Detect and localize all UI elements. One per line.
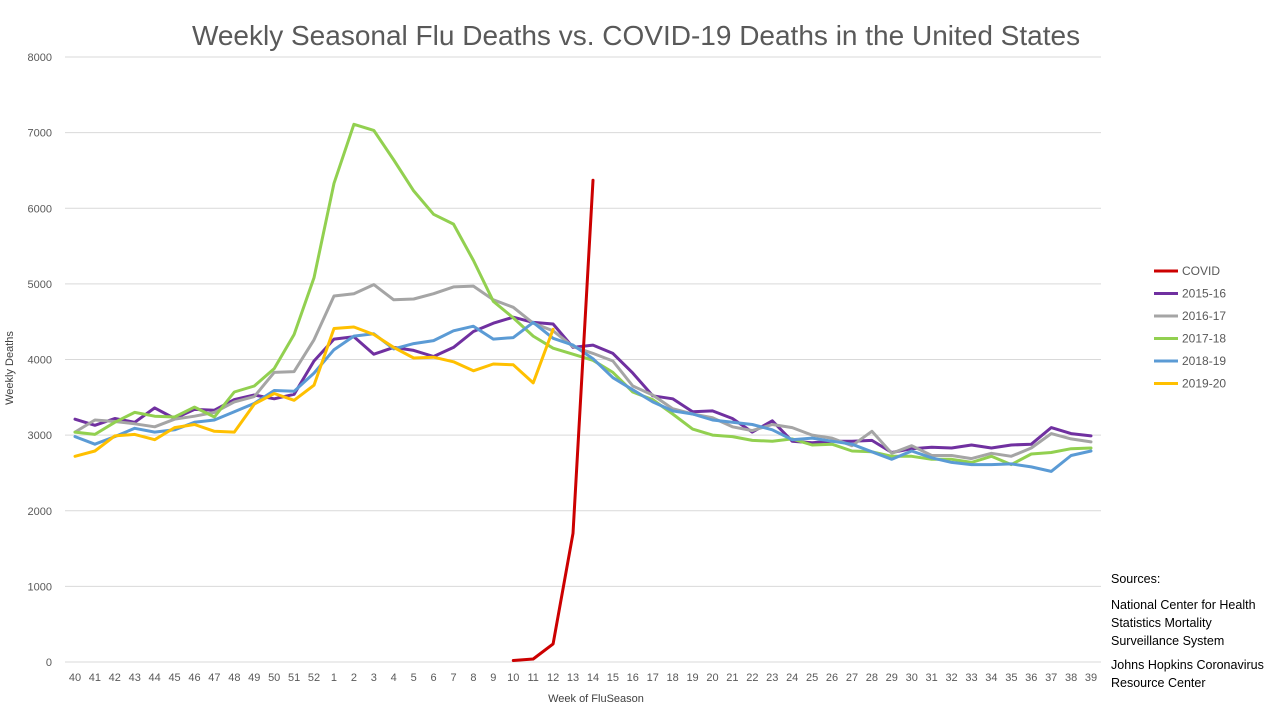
- x-tick-label: 14: [587, 672, 599, 684]
- x-tick-label: 38: [1065, 672, 1077, 684]
- x-tick-label: 19: [686, 672, 698, 684]
- legend-label: 2019-20: [1182, 377, 1226, 391]
- x-tick-label: 26: [826, 672, 838, 684]
- sources-heading: Sources:: [1111, 572, 1161, 586]
- series-lines: [73, 122, 1093, 662]
- x-tick-label: 44: [149, 672, 161, 684]
- x-tick-label: 24: [786, 672, 798, 684]
- x-tick-label: 18: [667, 672, 679, 684]
- y-tick-label: 2000: [28, 506, 52, 518]
- x-tick-label: 46: [188, 672, 200, 684]
- x-tick-label: 33: [965, 672, 977, 684]
- x-tick-label: 1: [331, 672, 337, 684]
- y-tick-label: 5000: [28, 279, 52, 291]
- x-tick-label: 3: [371, 672, 377, 684]
- x-tick-label: 2: [351, 672, 357, 684]
- y-tick-label: 3000: [28, 430, 52, 442]
- x-tick-label: 45: [168, 672, 180, 684]
- x-tick-label: 12: [547, 672, 559, 684]
- x-tick-label: 11: [527, 672, 538, 684]
- x-tick-label: 36: [1025, 672, 1037, 684]
- x-tick-label: 37: [1045, 672, 1057, 684]
- x-tick-label: 51: [288, 672, 300, 684]
- x-tick-label: 17: [647, 672, 659, 684]
- x-tick-label: 30: [906, 672, 918, 684]
- y-tick-label: 0: [46, 657, 52, 669]
- legend-label: 2015-16: [1182, 287, 1226, 301]
- sources-note: Sources: National Center for Health Stat…: [1111, 570, 1279, 698]
- y-tick-label: 4000: [28, 355, 52, 367]
- x-tick-label: 43: [129, 672, 141, 684]
- source-item-nchs: National Center for Health Statistics Mo…: [1111, 598, 1256, 648]
- legend-label: 2017-18: [1182, 332, 1226, 346]
- y-tick-label: 7000: [28, 128, 52, 140]
- x-tick-label: 4: [391, 672, 397, 684]
- legend-label: 2018-19: [1182, 354, 1226, 368]
- chart-title: Weekly Seasonal Flu Deaths vs. COVID-19 …: [192, 20, 1080, 51]
- x-tick-label: 5: [411, 672, 417, 684]
- x-tick-label: 9: [490, 672, 496, 684]
- x-tick-label: 34: [985, 672, 997, 684]
- x-tick-label: 20: [706, 672, 718, 684]
- x-tick-label: 16: [627, 672, 639, 684]
- x-tick-label: 15: [607, 672, 619, 684]
- x-tick-label: 49: [248, 672, 260, 684]
- x-tick-label: 31: [926, 672, 938, 684]
- legend-label: 2016-17: [1182, 309, 1226, 323]
- x-tick-label: 8: [470, 672, 476, 684]
- x-tick-label: 39: [1085, 672, 1097, 684]
- x-tick-label: 41: [89, 672, 101, 684]
- x-tick-label: 32: [945, 672, 957, 684]
- x-tick-label: 23: [766, 672, 778, 684]
- x-tick-label: 42: [109, 672, 121, 684]
- x-tick-label: 40: [69, 672, 81, 684]
- legend: COVID 2015-16 2016-17 2017-18 2018-19 2019-20: [1154, 264, 1226, 391]
- x-tick-label: 35: [1005, 672, 1017, 684]
- y-tick-label: 1000: [28, 581, 52, 593]
- x-tick-label: 48: [228, 672, 240, 684]
- y-axis-label: Weekly Deaths: [4, 331, 16, 405]
- legend-label: COVID: [1182, 264, 1220, 278]
- y-tick-label: 8000: [28, 52, 52, 64]
- y-tick-label: 6000: [28, 203, 52, 215]
- x-tick-label: 10: [507, 672, 519, 684]
- x-tick-label: 52: [308, 672, 320, 684]
- series-line-covid: [511, 178, 595, 662]
- x-axis-label: Week of FluSeason: [548, 693, 644, 705]
- x-axis-ticks: 40 41 42 43 44 45 46 47 48 49 50 51 52 1 2 3 4 5 6 7 8 9 10 11 1…: [69, 672, 1097, 684]
- x-tick-label: 47: [208, 672, 220, 684]
- x-tick-label: 21: [726, 672, 738, 684]
- x-tick-label: 27: [846, 672, 858, 684]
- x-tick-label: 25: [806, 672, 818, 684]
- x-tick-label: 6: [431, 672, 437, 684]
- x-tick-label: 50: [268, 672, 280, 684]
- x-tick-label: 22: [746, 672, 758, 684]
- series-line-2019-20: [73, 325, 555, 458]
- x-tick-label: 7: [450, 672, 456, 684]
- x-tick-label: 13: [567, 672, 579, 684]
- y-axis-ticks: 0 1000 2000 3000 4000 5000 6000 7000 8000: [28, 52, 52, 669]
- source-item-jhu: Johns Hopkins Coronavirus Resource Cente…: [1111, 658, 1264, 690]
- x-tick-label: 28: [866, 672, 878, 684]
- x-tick-label: 29: [886, 672, 898, 684]
